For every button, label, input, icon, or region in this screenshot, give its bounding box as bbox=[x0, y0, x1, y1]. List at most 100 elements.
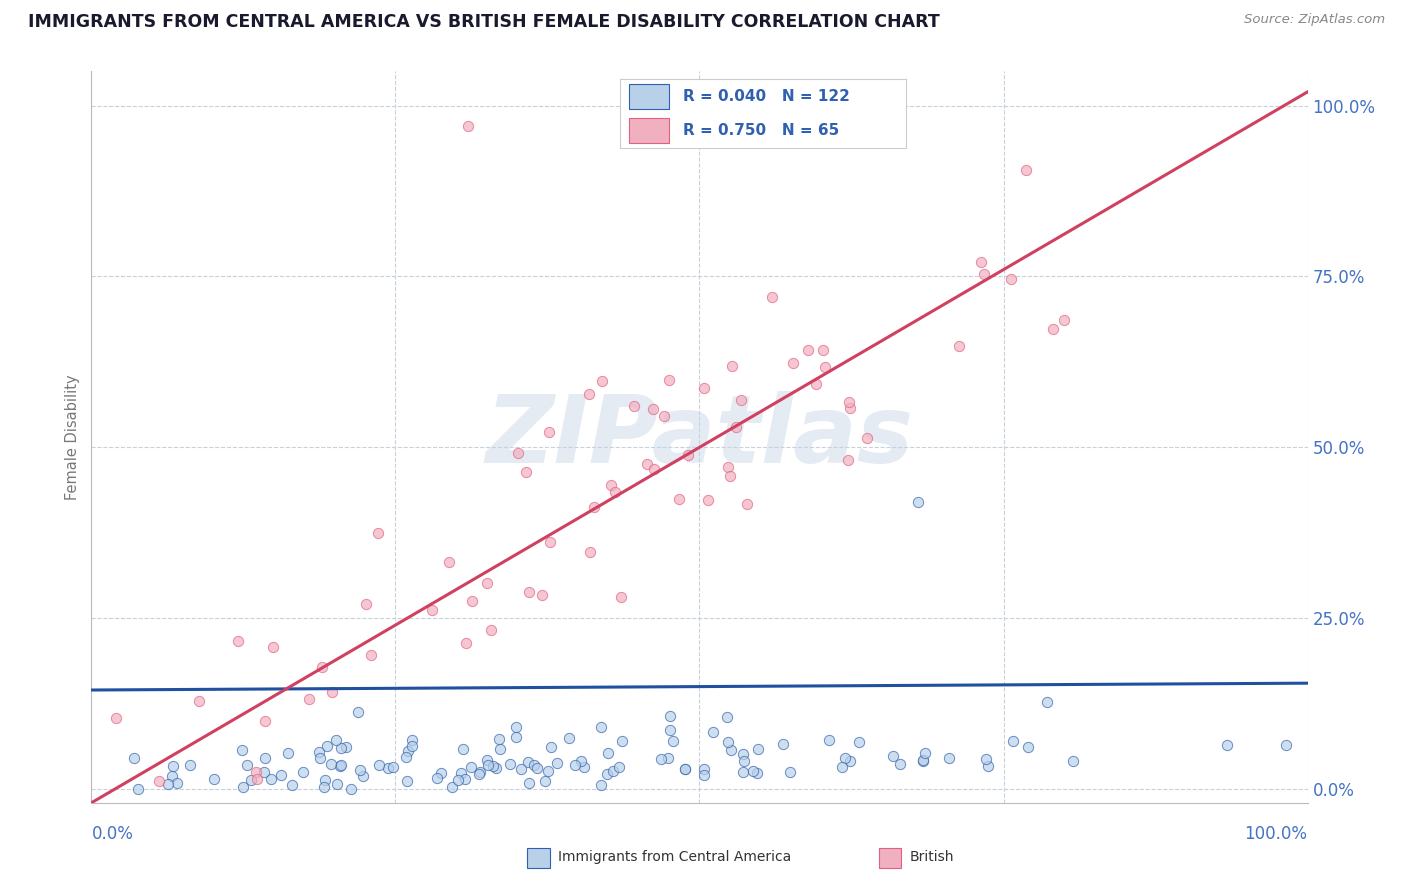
Point bbox=[834, 750, 856, 764]
Point bbox=[659, 723, 682, 738]
Point bbox=[693, 767, 716, 781]
Point bbox=[761, 290, 783, 304]
Point bbox=[526, 761, 548, 775]
Point bbox=[1053, 313, 1076, 327]
Point bbox=[325, 733, 347, 747]
Point bbox=[422, 603, 444, 617]
Point bbox=[558, 731, 581, 745]
Point bbox=[447, 773, 470, 788]
Point bbox=[360, 648, 382, 662]
Point bbox=[231, 742, 253, 756]
Point bbox=[662, 734, 685, 748]
Point bbox=[607, 760, 630, 774]
Point bbox=[441, 780, 464, 794]
Point bbox=[298, 692, 321, 706]
Point bbox=[654, 409, 676, 423]
Point bbox=[610, 734, 633, 748]
Point bbox=[179, 758, 201, 772]
Point bbox=[657, 750, 679, 764]
Point bbox=[572, 760, 595, 774]
Point bbox=[281, 779, 304, 793]
Point bbox=[578, 545, 600, 559]
Point bbox=[188, 694, 211, 708]
Point bbox=[482, 758, 505, 772]
Point bbox=[650, 752, 672, 766]
Point bbox=[437, 555, 460, 569]
Point bbox=[356, 597, 378, 611]
Point bbox=[401, 733, 423, 747]
Point bbox=[882, 749, 904, 764]
Point bbox=[974, 751, 997, 765]
Point bbox=[236, 757, 259, 772]
Point bbox=[969, 255, 991, 269]
Point bbox=[454, 636, 477, 650]
Point bbox=[636, 457, 658, 471]
Point bbox=[911, 755, 934, 769]
Point bbox=[349, 763, 371, 777]
Point bbox=[162, 758, 184, 772]
Point bbox=[485, 761, 508, 775]
Point bbox=[253, 765, 276, 780]
Point bbox=[813, 343, 835, 358]
Point bbox=[537, 764, 560, 779]
Point bbox=[889, 756, 911, 771]
Point bbox=[697, 493, 720, 508]
Point bbox=[477, 576, 499, 591]
Point bbox=[314, 772, 336, 787]
Point bbox=[602, 764, 624, 779]
Text: British: British bbox=[910, 850, 955, 864]
Point bbox=[253, 750, 276, 764]
Point bbox=[717, 734, 740, 748]
Point bbox=[716, 710, 738, 724]
Point bbox=[907, 495, 929, 509]
Point bbox=[254, 714, 277, 729]
Point bbox=[335, 739, 357, 754]
Point bbox=[1216, 738, 1239, 752]
Point bbox=[735, 497, 758, 511]
Text: Source: ZipAtlas.com: Source: ZipAtlas.com bbox=[1244, 13, 1385, 27]
Point bbox=[1000, 272, 1022, 286]
Point bbox=[352, 769, 374, 783]
Text: Immigrants from Central America: Immigrants from Central America bbox=[558, 850, 792, 864]
Point bbox=[1017, 739, 1039, 754]
Point bbox=[718, 469, 741, 483]
Point bbox=[837, 453, 859, 467]
Point bbox=[329, 741, 352, 756]
Point bbox=[396, 744, 419, 758]
Point bbox=[596, 746, 619, 760]
Point bbox=[239, 772, 262, 787]
Point bbox=[367, 526, 389, 541]
Point bbox=[430, 766, 453, 780]
Point bbox=[329, 759, 352, 773]
Point bbox=[451, 742, 474, 756]
Point bbox=[226, 633, 249, 648]
Point bbox=[538, 534, 561, 549]
Point bbox=[673, 762, 696, 776]
Point bbox=[308, 745, 330, 759]
Point bbox=[245, 764, 267, 779]
Point bbox=[292, 764, 315, 779]
Point bbox=[668, 491, 690, 506]
Point bbox=[797, 343, 820, 357]
Point bbox=[730, 392, 752, 407]
Point bbox=[156, 776, 179, 790]
Point bbox=[855, 432, 877, 446]
Point bbox=[564, 758, 586, 772]
Point bbox=[772, 737, 794, 751]
Point bbox=[848, 735, 870, 749]
Point bbox=[731, 764, 754, 779]
Text: 0.0%: 0.0% bbox=[91, 825, 134, 843]
Point bbox=[658, 374, 681, 388]
Point bbox=[516, 755, 538, 769]
Point bbox=[779, 764, 801, 779]
Point bbox=[583, 500, 606, 514]
Point bbox=[401, 739, 423, 754]
Point bbox=[202, 772, 225, 786]
Point bbox=[534, 773, 557, 788]
Point bbox=[599, 478, 621, 492]
Point bbox=[818, 732, 841, 747]
Point bbox=[505, 730, 527, 744]
Point bbox=[977, 759, 1000, 773]
Point bbox=[1274, 738, 1296, 752]
Point bbox=[395, 749, 418, 764]
